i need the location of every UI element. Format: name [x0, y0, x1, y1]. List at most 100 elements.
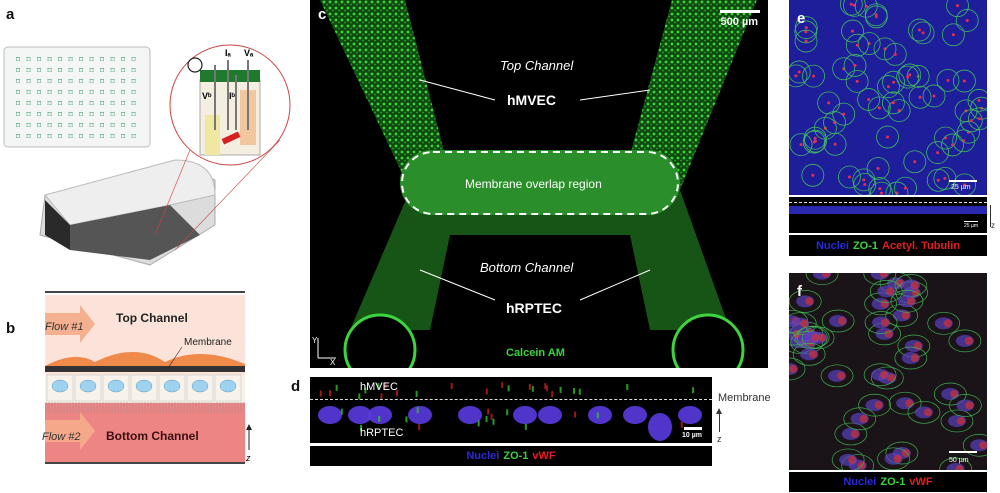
svg-text:⌑: ⌑	[90, 77, 95, 86]
svg-text:⌑: ⌑	[100, 66, 105, 75]
svg-text:⌑: ⌑	[37, 66, 42, 75]
z-arrow-icon	[990, 205, 991, 227]
svg-text:⌑: ⌑	[132, 132, 137, 141]
svg-text:⌑: ⌑	[48, 132, 53, 141]
flow1-label: Flow #1	[45, 321, 84, 333]
svg-text:⌑: ⌑	[16, 77, 21, 86]
svg-text:⌑: ⌑	[90, 88, 95, 97]
svg-text:⌑: ⌑	[121, 77, 126, 86]
top-channel-label: Top Channel	[116, 311, 188, 325]
electrode-vb: Vᵇ	[202, 91, 212, 101]
pulse-icon	[187, 57, 203, 73]
svg-text:⌑: ⌑	[27, 55, 32, 64]
endothelial-image: f 50 µm	[789, 273, 987, 470]
svg-text:⌑: ⌑	[37, 99, 42, 108]
legend-vwf: vWF	[532, 450, 556, 462]
svg-text:⌑: ⌑	[111, 132, 116, 141]
cross-section-image: hMVEC hRPTEC 10 µm	[310, 377, 712, 443]
svg-text:⌑: ⌑	[79, 88, 84, 97]
organ-chip-device-illustration: ⌑ ⌑ ⌑ ⌑ ⌑ ⌑ ⌑ ⌑ ⌑ ⌑ ⌑ ⌑ ⌑ ⌑ ⌑ ⌑ ⌑ ⌑ ⌑ ⌑ ⌑ ⌑ ⌑ ⌑ ⌑ ⌑ ⌑ ⌑ ⌑ ⌑ ⌑ ⌑ ⌑ ⌑ ⌑ ⌑ ⌑ ⌑ ⌑ ⌑…	[3, 44, 291, 266]
z-axis-label: z	[245, 453, 251, 463]
x-axis-label: X	[330, 358, 336, 367]
svg-text:⌑: ⌑	[37, 121, 42, 130]
z-arrow-icon	[716, 408, 722, 414]
legend-nuclei: Nuclei	[815, 239, 849, 252]
svg-text:⌑: ⌑	[111, 99, 116, 108]
svg-text:⌑: ⌑	[37, 55, 42, 64]
svg-text:⌑: ⌑	[132, 99, 137, 108]
svg-text:⌑: ⌑	[79, 55, 84, 64]
z-axis-label: z	[991, 221, 995, 230]
plate-wells: ⌑ ⌑ ⌑ ⌑ ⌑ ⌑ ⌑ ⌑ ⌑ ⌑ ⌑ ⌑ ⌑ ⌑ ⌑ ⌑ ⌑ ⌑ ⌑ ⌑ ⌑ ⌑ ⌑ ⌑ ⌑ ⌑ ⌑ ⌑ ⌑ ⌑ ⌑ ⌑ ⌑ ⌑ ⌑ ⌑ ⌑ ⌑ ⌑ ⌑…	[16, 55, 137, 141]
membrane-label: Membrane	[184, 337, 232, 348]
panel-e-label: e	[797, 10, 806, 27]
scale-bar-label: 25 µm	[951, 184, 971, 191]
svg-text:⌑: ⌑	[48, 66, 53, 75]
legend-zo1: ZO-1	[503, 450, 529, 462]
svg-text:⌑: ⌑	[37, 132, 42, 141]
legend-nuclei: Nuclei	[843, 476, 877, 488]
svg-text:⌑: ⌑	[16, 66, 21, 75]
svg-text:⌑: ⌑	[121, 66, 126, 75]
svg-text:⌑: ⌑	[100, 132, 105, 141]
port-right	[671, 313, 745, 368]
svg-text:⌑: ⌑	[27, 88, 32, 97]
legend-acetyl-tubulin: Acetyl. Tubulin	[882, 239, 961, 252]
svg-text:⌑: ⌑	[27, 121, 32, 130]
legend-nuclei: Nuclei	[466, 450, 500, 462]
stain-label: Calcein AM	[506, 347, 565, 359]
svg-text:⌑: ⌑	[121, 132, 126, 141]
panel-a-label: a	[6, 6, 15, 23]
legend-e: Nuclei ZO-1 Acetyl. Tubulin	[789, 235, 987, 256]
panel-b-label: b	[6, 320, 16, 337]
scale-bar-label: 10 µm	[682, 432, 702, 439]
scale-bar	[720, 10, 760, 13]
svg-text:⌑: ⌑	[16, 99, 21, 108]
svg-text:⌑: ⌑	[69, 121, 74, 130]
panel-f-label: f	[797, 283, 802, 300]
bottom-channel-label: Bottom Channel	[106, 429, 199, 443]
svg-text:⌑: ⌑	[58, 88, 63, 97]
svg-text:⌑: ⌑	[27, 77, 32, 86]
svg-text:⌑: ⌑	[100, 77, 105, 86]
svg-text:⌑: ⌑	[27, 132, 32, 141]
svg-text:⌑: ⌑	[27, 66, 32, 75]
electrode-ia: Iₐ	[225, 48, 232, 58]
svg-text:⌑: ⌑	[111, 88, 116, 97]
svg-text:⌑: ⌑	[58, 110, 63, 119]
svg-text:⌑: ⌑	[79, 66, 84, 75]
svg-text:⌑: ⌑	[69, 77, 74, 86]
chip-plate	[3, 46, 151, 148]
svg-text:⌑: ⌑	[16, 88, 21, 97]
svg-text:⌑: ⌑	[111, 110, 116, 119]
svg-text:⌑: ⌑	[121, 55, 126, 64]
svg-text:⌑: ⌑	[69, 55, 74, 64]
svg-text:⌑: ⌑	[132, 110, 137, 119]
panel-d-label: d	[291, 378, 301, 395]
svg-text:⌑: ⌑	[121, 121, 126, 130]
svg-text:⌑: ⌑	[79, 121, 84, 130]
hmvec-label: hMVEC	[507, 92, 556, 108]
svg-text:⌑: ⌑	[90, 99, 95, 108]
svg-text:⌑: ⌑	[48, 121, 53, 130]
svg-text:⌑: ⌑	[111, 66, 116, 75]
svg-text:⌑: ⌑	[111, 121, 116, 130]
svg-text:⌑: ⌑	[48, 77, 53, 86]
svg-text:⌑: ⌑	[100, 99, 105, 108]
svg-text:⌑: ⌑	[48, 99, 53, 108]
svg-text:⌑: ⌑	[90, 66, 95, 75]
svg-text:⌑: ⌑	[48, 110, 53, 119]
svg-text:⌑: ⌑	[58, 99, 63, 108]
svg-text:⌑: ⌑	[58, 121, 63, 130]
svg-text:⌑: ⌑	[58, 132, 63, 141]
scale-bar-label: 500 µm	[720, 16, 758, 28]
top-channel-label: Top Channel	[500, 58, 574, 73]
svg-text:⌑: ⌑	[48, 55, 53, 64]
overlap-label: Membrane overlap region	[465, 177, 602, 191]
flow2-label: Flow #2	[42, 431, 81, 443]
calcein-image-panel: c 500 µm Top Channel hMVEC Membrane over…	[310, 0, 768, 368]
svg-text:⌑: ⌑	[132, 66, 137, 75]
svg-text:⌑: ⌑	[58, 66, 63, 75]
svg-text:⌑: ⌑	[69, 88, 74, 97]
legend-f: Nuclei ZO-1 vWF	[789, 472, 987, 492]
